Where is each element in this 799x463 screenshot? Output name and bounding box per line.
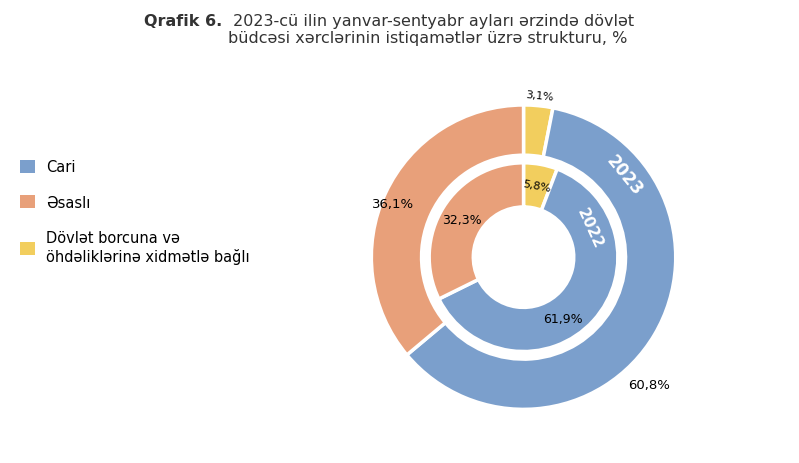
Wedge shape bbox=[407, 109, 676, 409]
Wedge shape bbox=[523, 163, 557, 211]
Wedge shape bbox=[372, 106, 523, 355]
Wedge shape bbox=[523, 106, 553, 158]
Text: 2023: 2023 bbox=[602, 151, 646, 199]
Text: 2023-cü ilin yanvar-sentyabr ayları ərzində dövlət
büdcəsi xərclərinin istiqamət: 2023-cü ilin yanvar-sentyabr ayları ərzi… bbox=[228, 14, 634, 46]
Text: 36,1%: 36,1% bbox=[372, 198, 414, 211]
Text: Qrafik 6.: Qrafik 6. bbox=[144, 14, 222, 29]
Text: 3,1%: 3,1% bbox=[525, 89, 554, 102]
Wedge shape bbox=[439, 169, 618, 352]
Legend: Cari, Əsaslı, Dövlət borcuna və
öhdəliklərinə xidmətlə bağlı: Cari, Əsaslı, Dövlət borcuna və öhdəlikl… bbox=[20, 160, 250, 264]
Text: 60,8%: 60,8% bbox=[628, 378, 670, 391]
Text: 32,3%: 32,3% bbox=[443, 213, 482, 226]
Text: 2022: 2022 bbox=[574, 205, 605, 250]
Wedge shape bbox=[429, 163, 523, 299]
Text: 5,8%: 5,8% bbox=[522, 179, 551, 194]
Text: 61,9%: 61,9% bbox=[543, 312, 582, 325]
